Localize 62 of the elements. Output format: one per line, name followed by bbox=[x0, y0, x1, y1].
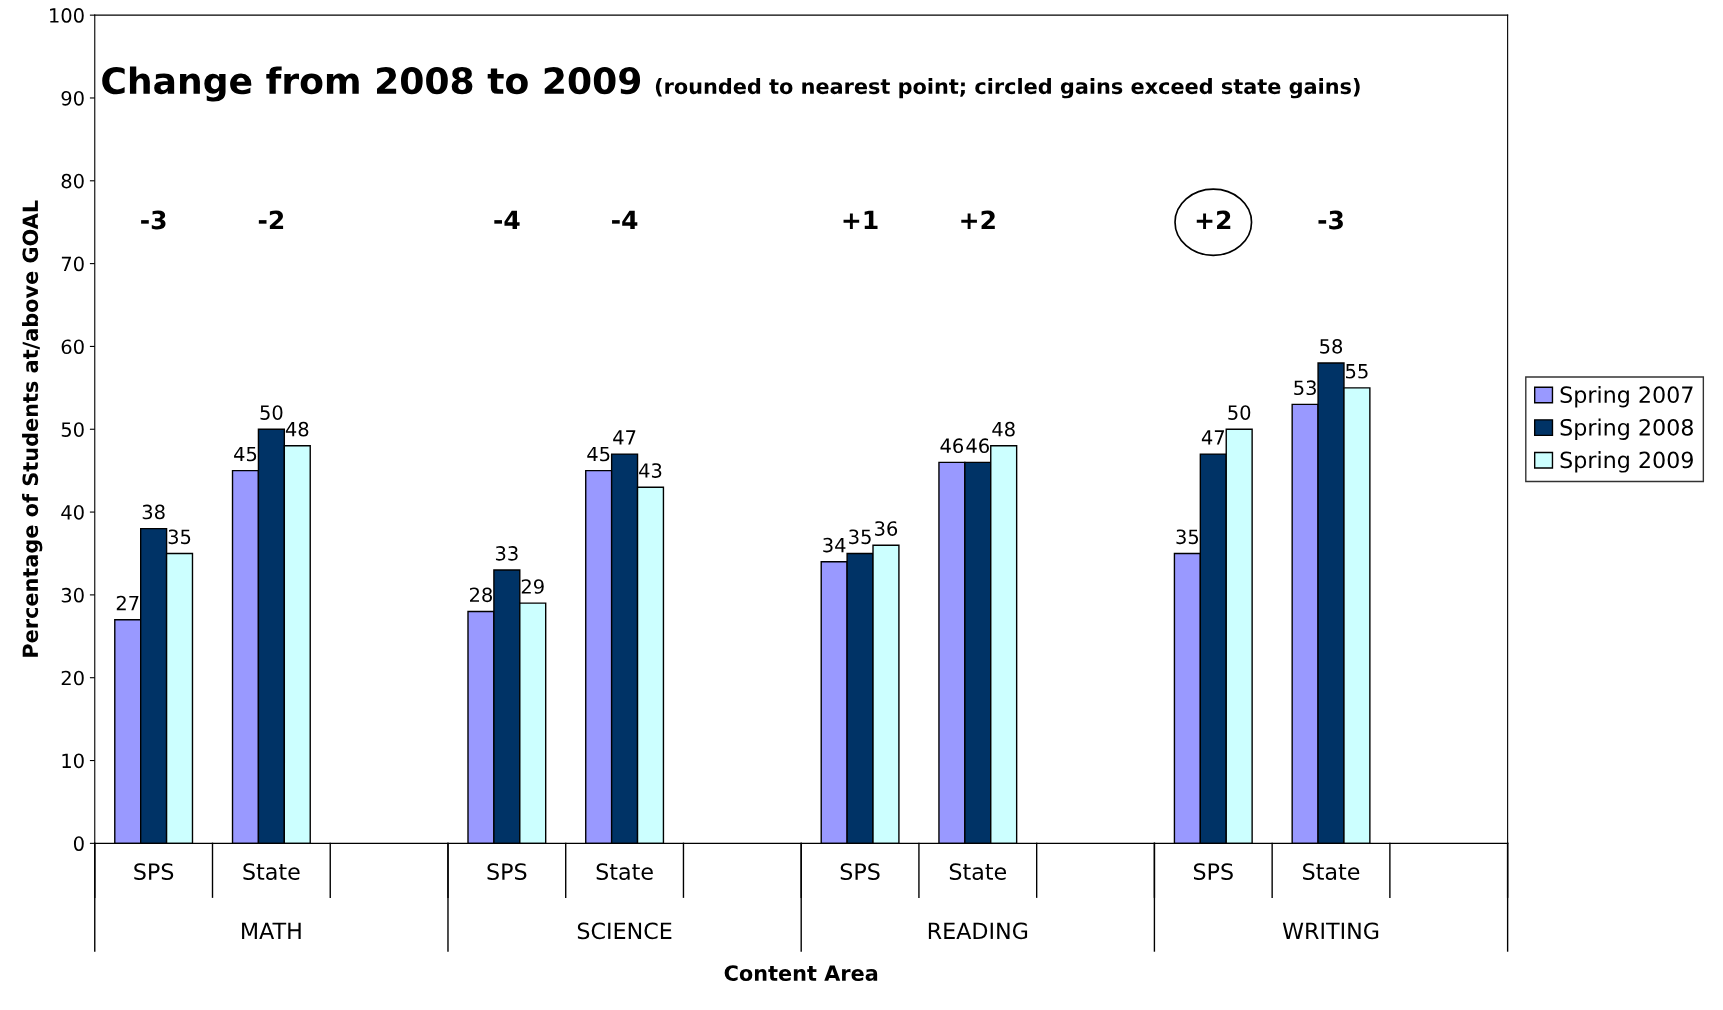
legend-label: Spring 2009 bbox=[1560, 451, 1693, 473]
y-tick-label: 20 bbox=[61, 670, 84, 686]
annotation: -3 bbox=[1318, 210, 1343, 230]
y-axis-title: Percentage of Students at/above GOAL bbox=[22, 200, 43, 657]
text: Change from 2008 to 2009 bbox=[102, 66, 641, 102]
y-tick-label: 50 bbox=[61, 422, 84, 437]
x-tick-label: SPS bbox=[1193, 863, 1233, 880]
annotation: -2 bbox=[258, 210, 284, 230]
x-tick-label: State bbox=[596, 863, 653, 880]
data-label: 47 bbox=[613, 430, 636, 445]
x-tick-label: State bbox=[949, 863, 1007, 880]
text: MATH bbox=[242, 922, 301, 939]
data-label: 38 bbox=[142, 504, 165, 520]
x-tick-label: SPS bbox=[487, 863, 527, 880]
data-label: 43 bbox=[639, 463, 662, 478]
data-label: 45 bbox=[234, 446, 257, 462]
y-tick-label: 0 bbox=[73, 836, 84, 852]
data-label: 48 bbox=[992, 421, 1015, 437]
data-label: 29 bbox=[521, 579, 544, 594]
annotation: -4 bbox=[612, 210, 638, 230]
y-tick-label: 90 bbox=[61, 90, 84, 106]
data-label: 55 bbox=[1346, 364, 1368, 379]
x-tick-label: State bbox=[243, 863, 300, 880]
y-tick-label: 40 bbox=[61, 505, 84, 520]
y-tick-label: 70 bbox=[61, 256, 84, 272]
annotation: -3 bbox=[141, 210, 166, 230]
y-tick-label: 80 bbox=[61, 173, 84, 189]
text: (rounded to nearest point; circled gains exceed state gains) bbox=[655, 78, 1360, 99]
y-tick-label: 10 bbox=[62, 753, 84, 769]
data-label: 27 bbox=[116, 595, 139, 611]
y-tick-label: 100 bbox=[50, 8, 84, 23]
data-label: 45 bbox=[587, 446, 610, 462]
data-label: 46 bbox=[940, 438, 964, 454]
x-axis-title: Content Area bbox=[724, 965, 878, 981]
data-label: 35 bbox=[168, 529, 191, 545]
data-label: 48 bbox=[285, 421, 309, 437]
text: WRITING bbox=[1282, 922, 1379, 940]
data-label: 33 bbox=[495, 546, 518, 561]
x-tick-label: State bbox=[1303, 863, 1360, 880]
data-label: 35 bbox=[1176, 529, 1199, 545]
y-tick-label: 60 bbox=[61, 339, 84, 355]
x-tick-label: SPS bbox=[840, 863, 880, 880]
data-label: 53 bbox=[1294, 380, 1316, 396]
data-label: 46 bbox=[966, 438, 989, 454]
annotation: +1 bbox=[843, 210, 878, 230]
data-label: 50 bbox=[1228, 405, 1251, 420]
annotation: +2 bbox=[961, 210, 995, 230]
data-label: 58 bbox=[1320, 338, 1343, 354]
y-tick-label: 30 bbox=[61, 587, 84, 603]
text: READING bbox=[928, 922, 1028, 940]
x-tick-label: SPS bbox=[134, 863, 174, 880]
data-label: 50 bbox=[260, 405, 283, 420]
annotation: -4 bbox=[494, 210, 520, 230]
annotation: +2 bbox=[1196, 210, 1231, 230]
data-label: 36 bbox=[875, 521, 898, 536]
legend-label: Spring 2007 bbox=[1560, 385, 1693, 408]
data-label: 34 bbox=[823, 537, 846, 553]
data-label: 47 bbox=[1201, 430, 1224, 445]
text: SCIENCE bbox=[577, 922, 672, 940]
legend-label: Spring 2008 bbox=[1560, 418, 1693, 440]
data-label: 35 bbox=[849, 529, 871, 545]
data-label: 28 bbox=[470, 587, 492, 603]
